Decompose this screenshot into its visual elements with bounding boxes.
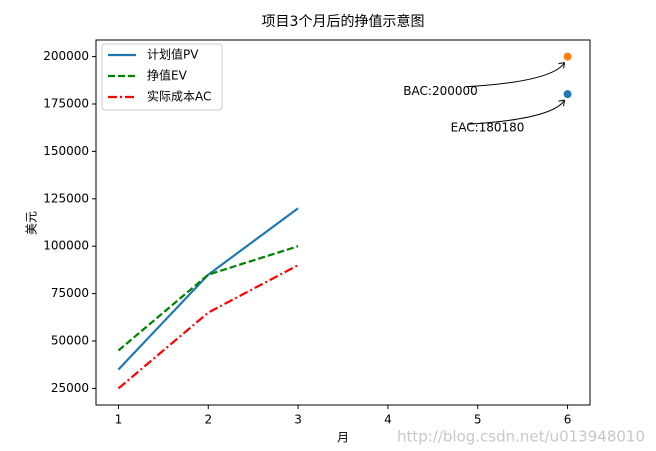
x-tick-label: 2 bbox=[204, 413, 212, 427]
watermark: http://blog.csdn.net/u013948010 bbox=[397, 428, 645, 446]
x-tick-label: 6 bbox=[564, 413, 572, 427]
y-tick-label: 175000 bbox=[43, 96, 89, 110]
legend-label: 计划值PV bbox=[147, 47, 199, 62]
y-tick-label: 50000 bbox=[51, 334, 89, 348]
x-axis-label: 月 bbox=[337, 431, 349, 445]
x-tick-label: 4 bbox=[384, 413, 392, 427]
series-line bbox=[117, 264, 299, 390]
legend-box bbox=[101, 43, 223, 111]
point bbox=[563, 52, 572, 61]
x-tick-label: 1 bbox=[115, 413, 123, 427]
legend-label: 挣值EV bbox=[147, 68, 188, 83]
y-tick-label: 25000 bbox=[51, 381, 89, 395]
y-tick-label: 125000 bbox=[43, 191, 89, 205]
chart-title: 项目3个月后的挣值示意图 bbox=[262, 13, 425, 30]
y-axis-label: 美元 bbox=[25, 211, 39, 235]
y-tick-label: 100000 bbox=[43, 239, 89, 253]
arrow-head bbox=[558, 62, 566, 69]
point bbox=[563, 90, 572, 99]
x-tick-label: 5 bbox=[474, 413, 482, 427]
series-line bbox=[117, 245, 299, 352]
x-tick-label: 3 bbox=[294, 413, 302, 427]
series-line bbox=[117, 207, 299, 371]
y-tick-label: 75000 bbox=[51, 286, 89, 300]
annotation-arrow bbox=[467, 99, 565, 125]
annotation-arrow bbox=[467, 62, 565, 88]
y-tick-label: 200000 bbox=[43, 49, 89, 63]
arrow-head bbox=[558, 99, 566, 107]
annotation: BAC:200000 bbox=[403, 84, 477, 98]
y-tick-label: 150000 bbox=[43, 144, 89, 158]
plot-frame bbox=[95, 39, 591, 406]
legend-label: 实际成本AC bbox=[147, 89, 211, 104]
